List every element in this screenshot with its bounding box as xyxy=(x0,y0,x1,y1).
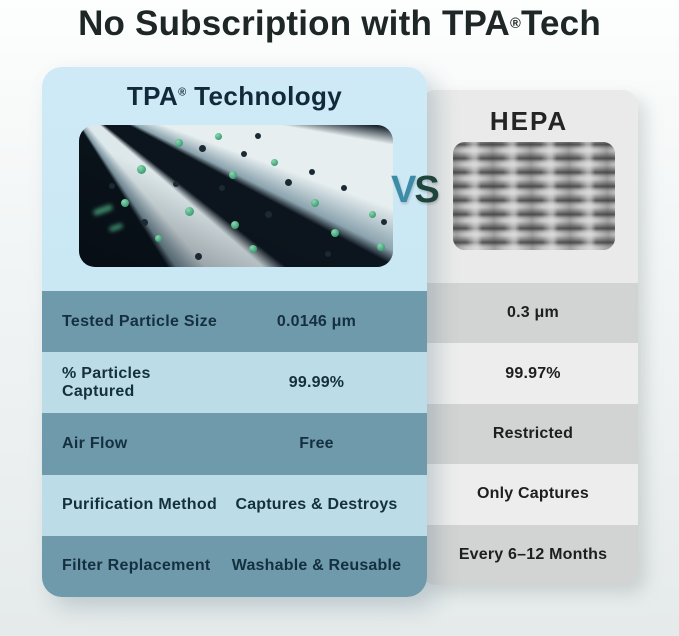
page-title-text: No Subscription with TPA xyxy=(78,4,510,43)
table-row: Filter Replacement Washable & Reusable xyxy=(42,535,427,597)
row-value-tpa: Free xyxy=(299,434,334,452)
tpa-panel-title: TPA® Technology xyxy=(42,81,427,112)
green-particle xyxy=(155,235,162,242)
dark-particle xyxy=(219,185,225,191)
dark-particle xyxy=(255,133,261,139)
table-row: Every 6–12 Months xyxy=(420,524,638,585)
row-value-tpa: Captures & Destroys xyxy=(235,496,398,514)
particle-streak xyxy=(92,203,114,217)
table-row: Restricted xyxy=(420,403,638,465)
table-row: 99.97% xyxy=(420,343,638,404)
dark-particle xyxy=(141,219,148,226)
row-label: Air Flow xyxy=(62,434,128,452)
row-value-tpa: Washable & Reusable xyxy=(231,557,402,575)
dark-particle xyxy=(325,251,331,257)
row-label: Purification Method xyxy=(62,496,218,514)
green-particle xyxy=(231,221,239,229)
page-title-suffix: Tech xyxy=(521,4,601,43)
registered-trademark-icon: ® xyxy=(178,86,187,99)
green-particle xyxy=(175,139,183,147)
dark-particle xyxy=(381,219,387,225)
tpa-panel: TPA® Technology xyxy=(42,67,427,597)
vs-letter-v: V xyxy=(391,169,416,211)
table-row: Purification Method Captures & Destroys xyxy=(42,474,427,536)
green-particle xyxy=(137,165,146,174)
hepa-panel: HEPA 0.3 μm 99.97% Restricted Only Captu… xyxy=(420,90,638,585)
hepa-comparison-rows: 0.3 μm 99.97% Restricted Only Captures E… xyxy=(420,283,638,585)
green-particle xyxy=(311,199,319,207)
green-particle xyxy=(121,199,129,207)
dark-particle xyxy=(199,145,206,152)
table-row: % Particles Captured 99.99% xyxy=(42,352,427,414)
row-label: Filter Replacement xyxy=(62,557,211,575)
green-particle xyxy=(331,229,339,237)
dark-particle xyxy=(195,253,202,260)
particle-streak xyxy=(108,222,124,233)
dark-particle xyxy=(341,185,347,191)
row-value-tpa: 0.0146 μm xyxy=(276,312,357,330)
green-particle xyxy=(215,133,222,140)
dark-particle xyxy=(109,183,115,189)
row-label: % Particles Captured xyxy=(62,364,151,400)
page-title: No Subscription with TPA ® Tech xyxy=(78,4,601,43)
table-row: Air Flow Free xyxy=(42,413,427,475)
green-particle xyxy=(185,207,194,216)
dark-particle xyxy=(241,151,247,157)
row-value-tpa: 99.99% xyxy=(288,373,345,391)
tpa-technology-photo xyxy=(79,125,393,267)
hepa-filter-photo xyxy=(453,142,615,250)
table-row: 0.3 μm xyxy=(420,283,638,344)
hepa-panel-title: HEPA xyxy=(489,106,569,136)
table-row: Only Captures xyxy=(420,464,638,525)
vs-letter-s: S xyxy=(414,169,439,211)
tpa-comparison-rows: Tested Particle Size 0.0146 μm % Particl… xyxy=(42,291,427,597)
row-label: Tested Particle Size xyxy=(62,312,218,330)
green-particle xyxy=(377,243,385,251)
tpa-title-suffix: Technology xyxy=(186,81,343,111)
dark-particle xyxy=(285,179,292,186)
green-particle xyxy=(271,159,278,166)
green-particle xyxy=(369,211,376,218)
dark-particle xyxy=(173,181,179,187)
tpa-title-text: TPA xyxy=(126,81,179,111)
dark-particle xyxy=(265,211,272,218)
hepa-mesh-texture xyxy=(453,142,615,250)
dark-particle xyxy=(309,169,315,175)
vs-badge: VS xyxy=(391,169,440,211)
table-row: Tested Particle Size 0.0146 μm xyxy=(42,291,427,353)
green-particle xyxy=(229,171,237,179)
green-particle xyxy=(249,245,257,253)
